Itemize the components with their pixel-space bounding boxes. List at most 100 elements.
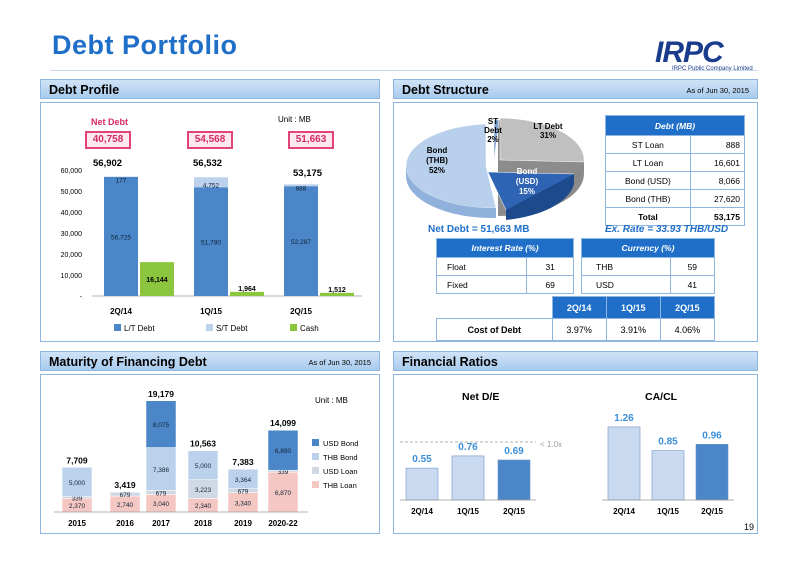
debt-mb-table: Debt (MB) ST Loan 888 LT Loan 16,601 Bond … [605,115,746,226]
currency-label: THB [581,257,671,276]
y-tick-label: 20,000 [61,252,83,259]
maturity-segment-label: 5,000 [195,463,212,470]
rate-label: Fixed [435,275,528,294]
maturity-segment-label: 7,386 [153,467,170,474]
page-number: 19 [744,522,755,532]
ratio-bar [607,426,641,501]
maturity-total-label: 7,709 [66,455,88,465]
maturity-chart: 2,3703395,0007,70920152,7406793,41920163… [54,389,358,528]
table-row: THB 59 [581,257,716,276]
debt-profile-header: Debt Profile [40,79,380,99]
debt-row-value: 27,620 [689,189,746,208]
table-row: Fixed 69 [435,275,574,294]
threshold-label: < 1.0x [540,440,563,449]
ratio-bar [405,467,439,501]
net-debt-label: Net Debt [91,117,129,127]
bar-cash [230,291,264,296]
pie-label-st-debt-name: ST Debt [484,117,502,135]
maturity-segment-label: 2,340 [195,503,212,510]
maturity-asof: As of Jun 30, 2015 [308,358,371,367]
pie-label-bond-thb-pct: 52% [428,166,445,175]
pie-label-bond-thb: Bond (THB) 52% [422,146,452,176]
maturity-segment [109,491,141,497]
rate-value: 31 [526,257,574,276]
pie-label-bond-usd-pct: 15% [518,187,535,196]
bar-st-debt [194,177,228,188]
ca-cl-chart: 1.26 2Q/14 0.85 1Q/15 0.96 2Q/15 [602,413,734,516]
maturity-year-label: 2017 [152,519,170,528]
maturity-total-label: 7,383 [232,457,254,467]
ratio-category-label: 1Q/15 [657,507,679,516]
debt-row-label: Bond (USD) [605,171,691,190]
legend-swatch [290,324,297,331]
cost-header-cell: 1Q/15 [605,296,661,319]
net-de-title: Net D/E [462,391,500,403]
maturity-total-label: 19,179 [148,389,174,399]
pie-slice-lt-debt [499,117,585,163]
legend-swatch [114,324,121,331]
ratio-value-label: 0.76 [458,442,478,453]
ratio-category-label: 2Q/15 [701,507,723,516]
maturity-year-label: 2020-22 [268,519,298,528]
legend-swatch [312,481,319,488]
table-row: Bond (THB) 27,620 [605,189,746,208]
ratio-category-label: 2Q/14 [411,507,433,516]
maturity-segment-label: 3,364 [235,477,252,484]
pie-slice-bond-usd-side [506,174,574,220]
currency-value: 41 [669,275,716,294]
maturity-header-label: Maturity of Financing Debt [49,355,207,369]
currency-title: Currency (%) [581,238,715,258]
cash-value-label: 16,144 [146,277,168,284]
maturity-segment [145,447,177,491]
maturity-segment [267,429,299,471]
bar-st-debt [284,184,318,187]
ratio-value-label: 0.96 [702,430,722,441]
legend-label: THB Loan [323,481,357,490]
ratio-value-label: 0.55 [412,454,432,465]
debt-row-value: 8,066 [689,171,746,190]
bar-lt-debt [284,186,318,296]
cost-value: 3.97% [551,318,607,341]
net-debt-summary: Net Debt = 51,663 MB [428,224,530,235]
ratio-category-label: 2Q/15 [503,507,525,516]
pie-slice-bond-thb-side [405,166,496,219]
maturity-year-label: 2019 [234,519,252,528]
maturity-total-label: 10,563 [190,439,216,449]
cost-of-debt-table: 2Q/14 1Q/15 2Q/15 Cost of Debt 3.97% 3.9… [436,296,716,341]
lt-debt-value-label: 51,780 [201,240,221,247]
maturity-segment-label: 3,040 [153,501,170,508]
pie-label-bond-usd: Bond (USD) 15% [512,167,542,197]
legend-swatch [206,324,213,331]
y-tick-label: 10,000 [61,273,83,280]
legend-label: Cash [300,324,319,333]
rate-label: Float [435,257,528,276]
y-tick-label: 60,000 [61,168,83,175]
financial-ratios-header-label: Financial Ratios [402,355,498,369]
maturity-segment [187,450,219,480]
cost-header-row: 2Q/14 1Q/15 2Q/15 [437,296,716,319]
x-category-label: 2Q/15 [290,307,312,316]
pie-label-st-debt-pct: 2% [487,135,499,144]
pie-label-bond-usd-name2: (USD) [515,177,539,186]
ratio-value-label: 1.26 [614,413,634,424]
legend-label: THB Bond [323,453,358,462]
company-logo: IRPC [655,36,724,69]
table-row: Cost of Debt 3.97% 3.91% 4.06% [436,318,716,341]
exchange-rate: Ex. Rate = 33.93 THB/USD [605,224,729,235]
debt-row-value: 16,601 [689,153,746,172]
st-debt-value-label: 888 [296,185,307,192]
maturity-segment-label: 339 [72,495,83,502]
interest-rate-title: Interest Rate (%) [436,238,574,258]
cost-header-empty [437,297,553,319]
bar-lt-debt [104,176,138,296]
cash-value-label: 1,964 [238,286,256,293]
legend-label: USD Bond [323,439,358,448]
currency-table: Currency (%) THB 59 USD 41 [581,238,716,294]
debt-profile-unit: Unit : MB [278,115,311,124]
table-row: LT Loan 16,601 [605,153,746,172]
maturity-segment-label: 2,370 [69,503,86,510]
bar-lt-debt [194,187,228,296]
debt-row-label: Bond (THB) [605,189,691,208]
maturity-segment-label: 679 [156,490,167,497]
pie-label-st-debt: ST Debt 2% [478,117,508,144]
